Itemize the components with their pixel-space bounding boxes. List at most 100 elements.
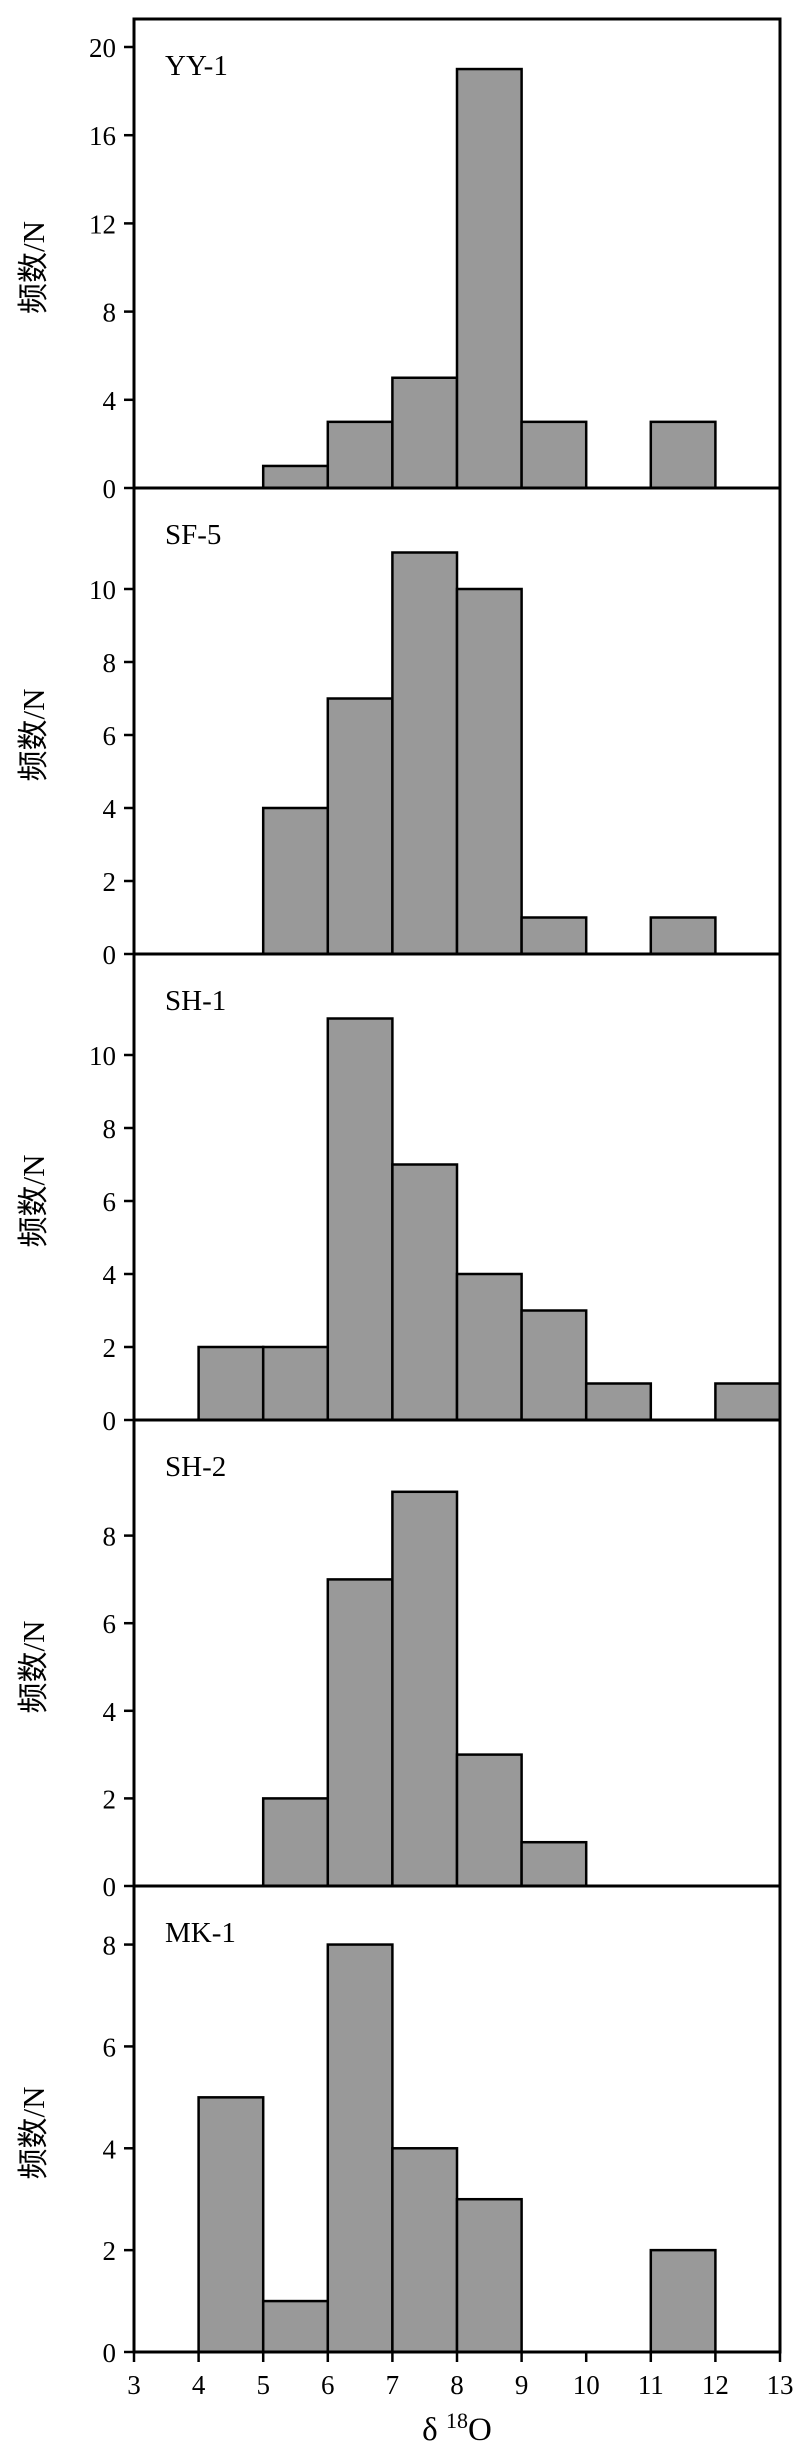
y-tick-label: 8 (103, 298, 117, 328)
bar-5-6 (261, 1797, 330, 1888)
y-tick-label: 8 (103, 1522, 117, 1552)
y-tick-label: 2 (103, 1784, 117, 1814)
y-tick-label: 0 (103, 1406, 117, 1436)
y-tick-label: 4 (103, 1697, 117, 1727)
shared-x-axis: 3 4 5 6 7 8 9 10 11 12 13 (127, 2352, 794, 2400)
y-tick-label: 6 (103, 721, 117, 751)
bar-7-8 (391, 1490, 459, 1888)
bar-4-5 (197, 1345, 265, 1422)
bars (261, 1490, 588, 1888)
y-tick-label: 6 (103, 2032, 117, 2062)
bar-8-9 (455, 2197, 523, 2354)
x-tick-label: 9 (515, 2370, 529, 2400)
y-tick-label: 0 (103, 474, 117, 504)
bar-7-8 (391, 2147, 459, 2354)
y-tick-label: 2 (103, 2236, 117, 2266)
y-tick-label: 4 (103, 1260, 117, 1290)
x-tick-label: 6 (321, 2370, 335, 2400)
x-title-superscript: 18 (446, 2408, 468, 2433)
x-tick-label: 8 (450, 2370, 464, 2400)
bar-6-7 (326, 697, 394, 956)
x-tick-label: 3 (127, 2370, 141, 2400)
y-axis-label: 频数/N (16, 689, 51, 782)
bars (197, 1017, 782, 1422)
panel-label: MK-1 (165, 1917, 236, 1949)
y-tick-label: 4 (103, 386, 117, 416)
panel-yy-1: 0 4 8 12 16 20 频数/N YY-1 (16, 17, 782, 504)
x-tick-label: 10 (573, 2370, 600, 2400)
bar-6-7 (326, 420, 394, 490)
y-tick-label: 0 (103, 1872, 117, 1902)
bar-6-7 (326, 1017, 394, 1422)
panel-label: SH-2 (165, 1451, 226, 1483)
panel-mk-1: 0 2 4 6 8 频数/N MK-1 (16, 1884, 782, 2368)
y-tick-label: 0 (103, 2338, 117, 2368)
y-tick-label: 8 (103, 648, 117, 678)
bar-9-10 (520, 916, 588, 956)
panel-sh-2: 0 2 4 6 8 频数/N SH-2 (16, 1418, 782, 1902)
bar-12-13 (714, 1382, 782, 1422)
bar-11-12 (649, 916, 717, 956)
y-axis: 0 4 8 12 16 20 (89, 33, 134, 504)
bar-8-9 (455, 587, 523, 956)
y-tick-label: 2 (103, 867, 117, 897)
y-axis-label: 频数/N (16, 221, 51, 314)
panel-label: YY-1 (165, 50, 228, 82)
bar-8-9 (455, 1272, 523, 1422)
bar-9-10 (520, 1309, 588, 1422)
y-tick-label: 6 (103, 1609, 117, 1639)
x-title-symbol: δ (422, 2412, 446, 2448)
panel-label: SF-5 (165, 519, 221, 551)
bar-8-9 (455, 67, 523, 490)
bar-5-6 (261, 2299, 330, 2354)
y-tick-label: 10 (89, 575, 116, 605)
y-tick-label: 20 (89, 33, 116, 63)
bar-11-12 (649, 2248, 717, 2354)
bar-9-10 (520, 1840, 588, 1888)
y-tick-label: 8 (103, 1114, 117, 1144)
panel-label: SH-1 (165, 985, 226, 1017)
bar-6-7 (326, 1578, 394, 1888)
y-tick-label: 2 (103, 1333, 117, 1363)
y-tick-label: 4 (103, 2134, 117, 2164)
y-axis-label: 频数/N (16, 2087, 51, 2180)
x-tick-label: 12 (702, 2370, 729, 2400)
panel-sf-5: 0 2 4 6 8 10 频数/N SF-5 (16, 486, 782, 970)
x-tick-label: 7 (386, 2370, 400, 2400)
y-tick-label: 6 (103, 1187, 117, 1217)
bars (261, 67, 717, 490)
y-axis: 0 2 4 6 8 10 (89, 575, 134, 970)
panel-sh-1: 0 2 4 6 8 10 频数/N SH-1 (16, 952, 782, 1436)
bar-8-9 (455, 1753, 523, 1888)
bars (197, 1943, 717, 2354)
x-tick-label: 5 (256, 2370, 270, 2400)
x-tick-label: 4 (192, 2370, 206, 2400)
histogram-panels: 048121620频数/NYY-10246810频数/NSF-50246810频… (16, 17, 782, 2368)
y-tick-label: 10 (89, 1041, 116, 1071)
y-tick-label: 12 (89, 209, 116, 239)
bar-10-11 (584, 1382, 653, 1422)
bar-5-6 (261, 806, 330, 956)
y-axis-label: 频数/N (16, 1155, 51, 1248)
bar-7-8 (391, 376, 459, 490)
bar-9-10 (520, 420, 588, 490)
x-tick-label: 11 (638, 2370, 664, 2400)
x-axis-title: δ 18O (422, 2408, 492, 2448)
bar-6-7 (326, 1943, 394, 2354)
bars (261, 551, 717, 956)
y-tick-label: 0 (103, 940, 117, 970)
bar-5-6 (261, 1345, 330, 1422)
bar-4-5 (197, 2096, 265, 2354)
y-axis: 0 2 4 6 8 10 (89, 1041, 134, 1436)
y-axis-label: 频数/N (16, 1621, 51, 1714)
y-tick-label: 4 (103, 794, 117, 824)
y-axis: 0 2 4 6 8 (103, 1522, 134, 1902)
y-axis: 0 2 4 6 8 (103, 1931, 134, 2368)
bar-7-8 (391, 1163, 459, 1422)
x-title-main: O (468, 2412, 492, 2448)
bar-5-6 (261, 464, 330, 490)
bar-11-12 (649, 420, 717, 490)
y-tick-label: 8 (103, 1931, 117, 1961)
bar-7-8 (391, 551, 459, 956)
